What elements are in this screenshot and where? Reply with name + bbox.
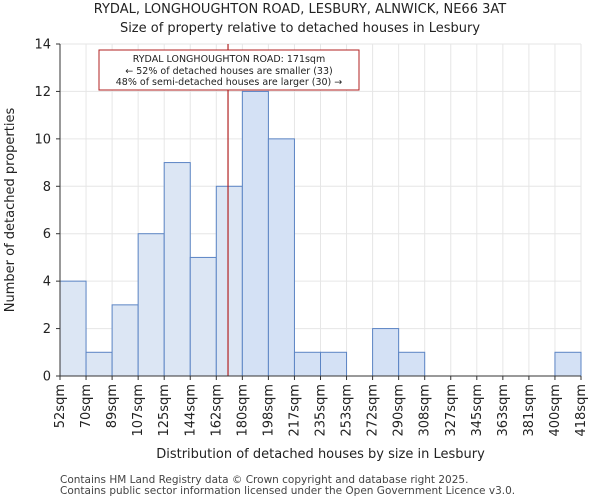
x-tick-label: 381sqm xyxy=(522,384,537,437)
bar-52sqm xyxy=(59,280,87,377)
x-tick-label: 89sqm xyxy=(105,384,120,428)
annotation-line-2: ← 52% of detached houses are smaller (33… xyxy=(125,66,332,77)
y-tick-label: 10 xyxy=(34,132,51,147)
x-tick-label: 125sqm xyxy=(157,384,172,437)
bar-290sqm xyxy=(398,351,426,377)
y-tick-label: 6 xyxy=(43,227,51,242)
x-tick-label: 308sqm xyxy=(418,384,433,437)
bar-70sqm xyxy=(85,351,113,377)
y-tick-label: 12 xyxy=(34,85,51,100)
bar-217sqm xyxy=(293,351,322,377)
x-axis-title: Distribution of detached houses by size … xyxy=(156,447,485,462)
x-tick-label: 418sqm xyxy=(574,384,589,437)
y-tick-label: 8 xyxy=(43,180,51,195)
x-tick-label: 363sqm xyxy=(496,384,511,437)
x-tick-label: 180sqm xyxy=(235,384,250,437)
footer-copyright: Contains HM Land Registry data © Crown c… xyxy=(60,474,469,486)
bar-198sqm xyxy=(267,138,295,377)
x-tick-label: 107sqm xyxy=(131,384,146,437)
bar-400sqm xyxy=(554,351,582,377)
bar-272sqm xyxy=(372,328,400,377)
bar-89sqm xyxy=(111,304,139,377)
x-tick-label: 217sqm xyxy=(287,384,302,437)
bar-180sqm xyxy=(241,90,269,377)
bar-107sqm xyxy=(137,233,165,377)
chart-subtitle: Size of property relative to detached ho… xyxy=(119,21,481,36)
y-tick-label: 4 xyxy=(43,275,51,290)
bar-144sqm xyxy=(189,256,217,377)
x-tick-label: 290sqm xyxy=(392,384,407,437)
annotation-line-1: RYDAL LONGHOUGHTON ROAD: 171sqm xyxy=(133,54,325,65)
x-tick-label: 345sqm xyxy=(470,384,485,437)
x-tick-label: 400sqm xyxy=(548,384,563,437)
annotation-box xyxy=(98,49,360,91)
x-tick-label: 272sqm xyxy=(366,384,381,437)
y-tick-label: 14 xyxy=(34,38,51,53)
y-tick-label: 0 xyxy=(43,370,51,385)
x-tick-label: 162sqm xyxy=(209,384,224,437)
chart-title: RYDAL, LONGHOUGHTON ROAD, LESBURY, ALNWI… xyxy=(93,2,507,17)
y-tick-label: 2 xyxy=(43,322,51,337)
x-tick-label: 144sqm xyxy=(183,384,198,437)
bar-235sqm xyxy=(320,351,348,377)
bar-162sqm xyxy=(215,185,243,377)
x-tick-label: 253sqm xyxy=(340,384,355,437)
x-tick-label: 198sqm xyxy=(261,384,276,437)
annotation-line-3: 48% of semi-detached houses are larger (… xyxy=(116,77,343,88)
bar-125sqm xyxy=(163,162,191,377)
y-axis-title: Number of detached properties xyxy=(3,108,18,313)
x-tick-label: 235sqm xyxy=(314,384,329,437)
x-tick-label: 70sqm xyxy=(79,384,94,428)
footer-licence: Contains public sector information licen… xyxy=(60,485,516,497)
x-tick-label: 327sqm xyxy=(444,384,459,437)
x-tick-label: 52sqm xyxy=(53,384,68,428)
